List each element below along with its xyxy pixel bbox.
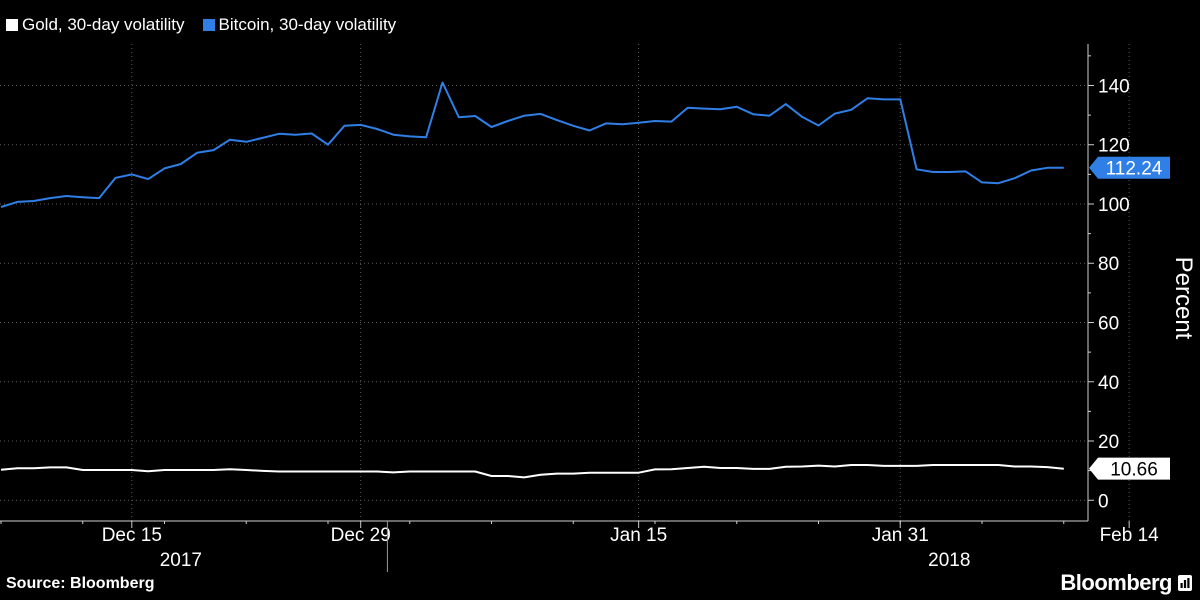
series-layer	[0, 81, 1064, 479]
legend-swatch-bitcoin	[202, 19, 215, 31]
y-tick-label: 80	[1098, 254, 1119, 275]
legend-item-gold: Gold, 30-day volatility	[6, 15, 185, 35]
legend-label-gold: Gold, 30-day volatility	[22, 15, 185, 34]
y-axis-title: Percent	[1170, 257, 1197, 340]
gridlines	[0, 44, 1130, 521]
last-value-label-bitcoin: 112.24	[1106, 159, 1163, 180]
y-tick-label: 140	[1098, 76, 1130, 97]
y-tick-label: 100	[1098, 195, 1130, 216]
series-line-gold	[0, 464, 1064, 479]
brand-name: Bloomberg	[1060, 570, 1172, 595]
source-note: Source: Bloomberg	[6, 575, 155, 592]
y-tick-label: 0	[1098, 491, 1109, 512]
x-tick-label: Dec 29	[331, 525, 391, 546]
last-value-flag-gold	[1089, 457, 1170, 480]
y-tick-label: 20	[1098, 432, 1119, 453]
x-tick-label: Jan 15	[610, 525, 667, 546]
last-value-flag-bitcoin	[1089, 156, 1170, 179]
x-tick-label: Dec 15	[102, 525, 162, 546]
legend-label-bitcoin: Bitcoin, 30-day volatility	[218, 15, 397, 34]
year-label: 2017	[160, 550, 202, 571]
last-value-label-gold: 10.66	[1110, 460, 1158, 481]
brand-logo: Bloomberg	[1060, 570, 1192, 596]
y-tick-label: 40	[1098, 373, 1119, 394]
bloomberg-terminal-icon	[1178, 575, 1192, 591]
last-value-labels: 112.24 10.66	[1089, 156, 1170, 481]
y-tick-label: 60	[1098, 313, 1119, 334]
series-line-bitcoin	[0, 81, 1064, 208]
x-tick-label: Feb 14	[1100, 525, 1160, 546]
y-tick-label: 120	[1098, 136, 1130, 157]
x-tick-label: Jan 31	[872, 525, 929, 546]
year-label: 2018	[928, 550, 970, 571]
y-axis: 0 20 40 60 80 100 120 140	[1087, 44, 1130, 521]
legend-swatch-gold	[6, 19, 18, 31]
chart-legend: Gold, 30-day volatility Bitcoin, 30-day …	[6, 14, 396, 36]
legend-item-bitcoin: Bitcoin, 30-day volatility	[202, 15, 397, 35]
